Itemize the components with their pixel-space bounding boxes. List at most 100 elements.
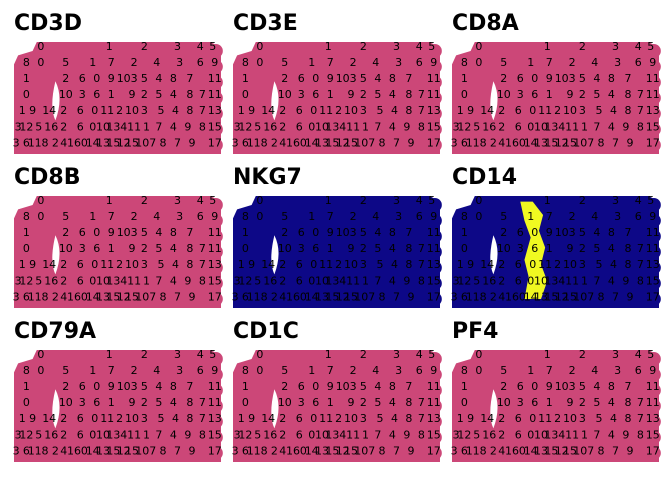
cluster-label: 4 xyxy=(60,136,67,149)
cluster-label: 0 xyxy=(300,136,307,149)
cluster-label: 9 xyxy=(567,396,574,409)
edge-spot xyxy=(208,383,223,398)
cluster-label: 6 xyxy=(77,120,84,133)
cluster-label: 7 xyxy=(368,444,375,457)
cluster-label: 10 xyxy=(344,412,358,425)
cluster-label: 9 xyxy=(129,88,136,101)
cluster-label: 12 xyxy=(457,274,471,287)
cluster-label: 0 xyxy=(89,428,96,441)
cluster-label: 4 xyxy=(635,40,642,53)
cluster-label: 11 xyxy=(28,136,42,149)
cluster-label: 9 xyxy=(129,396,136,409)
cluster-label: 6 xyxy=(296,412,303,425)
cluster-label: 14 xyxy=(42,104,56,117)
cluster-label: 11 xyxy=(646,226,660,239)
cluster-label: 1 xyxy=(238,258,245,271)
cluster-label: 6 xyxy=(77,104,84,117)
edge-spot xyxy=(427,91,442,105)
cluster-label: 4 xyxy=(389,120,396,133)
cluster-label: 6 xyxy=(296,428,303,441)
cluster-label: 0 xyxy=(23,396,30,409)
cluster-label: 2 xyxy=(279,412,286,425)
cluster-label: 2 xyxy=(116,412,123,425)
cluster-label: 0 xyxy=(461,242,468,255)
cluster-label: 6 xyxy=(416,364,423,377)
cluster-label: 1 xyxy=(89,56,96,69)
cluster-label: 12 xyxy=(336,290,350,303)
cluster-label: 14 xyxy=(261,258,275,271)
cluster-label: 2 xyxy=(335,104,342,117)
cluster-label: 2 xyxy=(490,290,497,303)
tissue-void xyxy=(271,81,279,121)
cluster-label: 1 xyxy=(242,380,249,393)
cluster-label: 1 xyxy=(242,226,249,239)
cluster-label: 9 xyxy=(184,120,191,133)
cluster-label: 10 xyxy=(573,444,587,457)
edge-spot xyxy=(208,351,223,366)
cluster-label: 4 xyxy=(170,88,177,101)
cluster-label: 8 xyxy=(405,258,412,271)
cluster-label: 2 xyxy=(116,258,123,271)
cluster-label: 11 xyxy=(208,380,222,393)
cluster-label: 10 xyxy=(315,428,329,441)
cluster-label: 4 xyxy=(155,226,162,239)
edge-spot xyxy=(208,367,223,382)
cluster-label: 7 xyxy=(546,210,553,223)
cluster-label: 5 xyxy=(209,194,216,207)
cluster-label: 11 xyxy=(538,258,552,271)
cluster-label: 3 xyxy=(612,194,619,207)
cluster-label: 2 xyxy=(569,210,576,223)
cluster-label: 7 xyxy=(327,364,334,377)
cluster-label: 10 xyxy=(354,444,368,457)
cluster-label: 0 xyxy=(37,364,44,377)
cluster-label: 7 xyxy=(546,56,553,69)
cluster-label: 4 xyxy=(170,274,177,287)
cluster-label: 8 xyxy=(418,428,425,441)
cluster-label: 6 xyxy=(197,364,204,377)
cluster-label: 16 xyxy=(286,136,300,149)
panel-title: PF4 xyxy=(452,319,498,344)
cluster-label: 5 xyxy=(35,274,42,287)
cluster-label: 10 xyxy=(344,258,358,271)
tissue-area xyxy=(233,196,440,308)
panel-title: CD3D xyxy=(14,11,82,36)
cluster-label: 7 xyxy=(199,412,206,425)
cluster-label: 0 xyxy=(312,380,319,393)
cluster-label: 0 xyxy=(475,210,482,223)
edge-spot xyxy=(646,213,661,228)
cluster-label: 8 xyxy=(625,104,632,117)
cluster-label: 3 xyxy=(141,258,148,271)
cluster-label: 2 xyxy=(62,226,69,239)
cluster-label: 9 xyxy=(546,380,553,393)
edge-spot xyxy=(208,91,223,105)
cluster-label: 17 xyxy=(427,136,441,149)
cluster-label: 9 xyxy=(348,88,355,101)
cluster-label: 12 xyxy=(555,290,569,303)
cluster-label: 4 xyxy=(372,210,379,223)
cluster-label: 2 xyxy=(60,274,67,287)
cluster-label: 11 xyxy=(466,136,480,149)
cluster-label: 8 xyxy=(42,444,49,457)
cluster-label: 15 xyxy=(208,274,222,287)
cluster-label: 14 xyxy=(524,136,538,149)
cluster-label: 10 xyxy=(135,136,149,149)
cluster-label: 8 xyxy=(405,242,412,255)
cluster-label: 2 xyxy=(360,40,367,53)
cluster-label: 7 xyxy=(108,364,115,377)
cluster-label: 9 xyxy=(627,290,634,303)
cluster-label: 8 xyxy=(625,396,632,409)
cluster-label: 9 xyxy=(108,226,115,239)
cluster-label: 3 xyxy=(79,242,86,255)
cluster-label: 7 xyxy=(199,104,206,117)
cluster-label: 13 xyxy=(106,120,120,133)
cluster-label: 13 xyxy=(534,444,548,457)
cluster-label: 6 xyxy=(298,380,305,393)
cluster-label: 17 xyxy=(427,444,441,457)
cluster-label: 1 xyxy=(108,88,115,101)
cluster-label: 17 xyxy=(208,136,222,149)
cluster-label: 1 xyxy=(581,274,588,287)
cluster-label: 3 xyxy=(298,242,305,255)
cluster-label: 6 xyxy=(635,56,642,69)
